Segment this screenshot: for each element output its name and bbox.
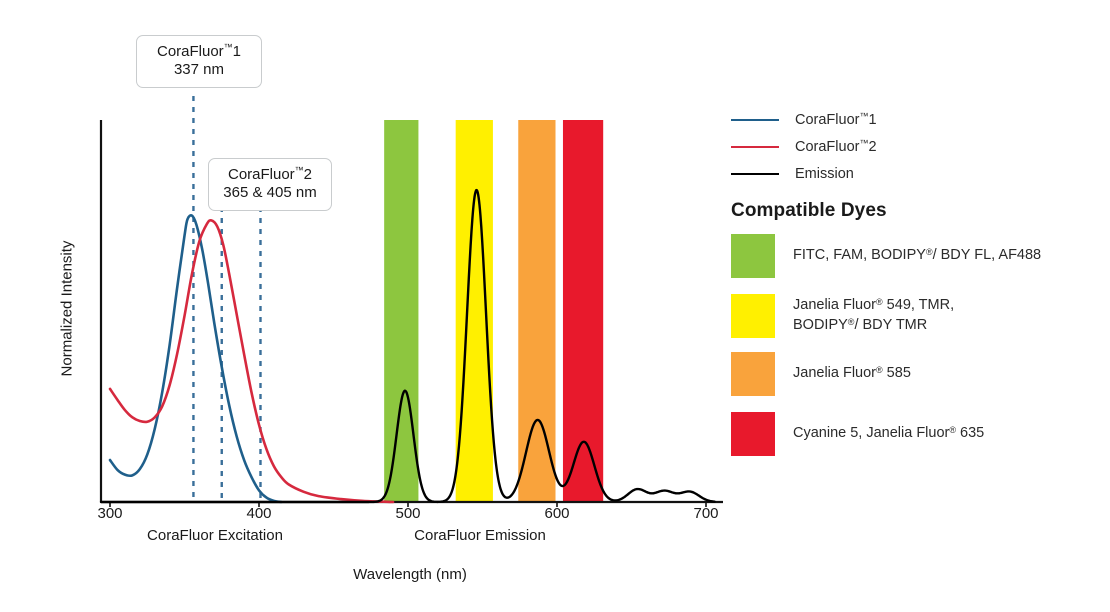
dye-row-2: Janelia Fluor® 585 xyxy=(731,352,1105,396)
legend-item-0: CoraFluor™1 xyxy=(731,106,1101,133)
dye-color-swatch xyxy=(731,234,775,278)
compatible-dyes-list: FITC, FAM, BODIPY®/ BDY FL, AF488 Janelia… xyxy=(731,234,1105,470)
legend-swatch-line-icon xyxy=(731,172,779,175)
callout-1-line1: CoraFluor™1 xyxy=(156,42,242,60)
x-tick-label-600: 600 xyxy=(544,505,570,522)
dye-row-0: FITC, FAM, BODIPY®/ BDY FL, AF488 xyxy=(731,234,1105,278)
dye-label: FITC, FAM, BODIPY®/ BDY FL, AF488 xyxy=(793,247,1042,264)
callout-corafluor2: CoraFluor™2 365 & 405 nm xyxy=(208,158,332,211)
x-axis-title: Wavelength (nm) xyxy=(353,566,467,583)
dye-color-swatch xyxy=(731,352,775,396)
x-tick-label-700: 700 xyxy=(693,505,719,522)
excitation-range-label: CoraFluor Excitation xyxy=(147,527,283,544)
curve-emission xyxy=(99,188,716,504)
curve-corafluor2 xyxy=(108,218,395,504)
dye-label: Cyanine 5, Janelia Fluor® 635 xyxy=(793,425,985,442)
legend-item-label: Emission xyxy=(795,165,854,182)
legend-swatch-line-icon xyxy=(731,118,779,121)
legend-item-1: CoraFluor™2 xyxy=(731,133,1101,160)
curve-corafluor1 xyxy=(108,214,283,504)
dye-row-1: Janelia Fluor® 549, TMR, BODIPY®/ BDY TMR xyxy=(731,294,1105,338)
legend-item-2: Emission xyxy=(731,160,1101,187)
x-tick-label-500: 500 xyxy=(395,505,421,522)
dye-band-2 xyxy=(518,120,556,502)
dye-band-0 xyxy=(384,120,419,502)
dye-band-1 xyxy=(455,120,493,502)
callout-1-line2: 337 nm xyxy=(173,61,225,79)
x-tick-label-400: 400 xyxy=(246,505,272,522)
dye-row-3: Cyanine 5, Janelia Fluor® 635 xyxy=(731,412,1105,456)
dye-label: Janelia Fluor® 549, TMR, BODIPY®/ BDY TMR xyxy=(793,297,955,333)
y-axis-title: Normalized Intensity xyxy=(58,240,76,377)
callout-2-line2: 365 & 405 nm xyxy=(223,184,317,202)
legend-item-label: CoraFluor™2 xyxy=(795,138,877,155)
callout-2-line1: CoraFluor™2 xyxy=(227,165,313,183)
series-legend: CoraFluor™1 CoraFluor™2 Emission xyxy=(731,106,1101,187)
x-tick-label-300: 300 xyxy=(97,505,123,522)
dye-band-3 xyxy=(562,120,604,502)
dye-color-swatch xyxy=(731,294,775,338)
dye-label: Janelia Fluor® 585 xyxy=(793,365,911,382)
emission-range-label: CoraFluor Emission xyxy=(414,527,546,544)
legend-swatch-line-icon xyxy=(731,145,779,148)
callout-corafluor1: CoraFluor™1 337 nm xyxy=(136,35,262,88)
dye-color-swatch xyxy=(731,412,775,456)
compatible-dyes-heading: Compatible Dyes xyxy=(731,200,887,221)
legend-item-label: CoraFluor™1 xyxy=(795,111,877,128)
